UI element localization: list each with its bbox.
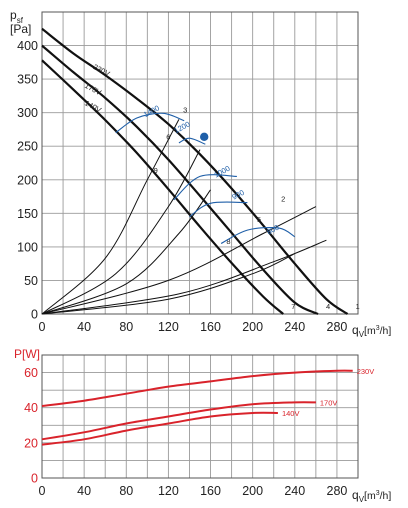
top-plot-frame [41, 11, 359, 315]
top-ytick-label: 200 [17, 173, 38, 187]
bottom-xtick-label: 280 [327, 484, 348, 498]
bottom-xtick-label: 80 [119, 484, 133, 498]
system-curve-2 [41, 206, 317, 315]
top-ytick-label: 0 [31, 308, 38, 322]
top-xtick-label: 200 [242, 320, 263, 334]
top-xtick-label: 160 [200, 320, 221, 334]
top-ytick-label: 150 [17, 207, 38, 221]
series-voltage-label: 230V [92, 62, 112, 78]
bottom-xtick-label: 240 [284, 484, 305, 498]
power-series-140V [41, 411, 278, 446]
speed-line-1200 [178, 137, 206, 145]
bottom-xtick-label: 160 [200, 484, 221, 498]
operating-point-label: 3 [183, 106, 187, 115]
bottom-ytick-label: 40 [24, 401, 38, 415]
top-ytick-label: 400 [17, 39, 38, 53]
top-xtick-label: 80 [119, 320, 133, 334]
bottom-ylabel: P[W] [14, 347, 40, 361]
power-series-230V [41, 369, 353, 407]
top-xtick-label: 240 [284, 320, 305, 334]
bottom-xtick-label: 120 [158, 484, 179, 498]
top-ylabel: psf [10, 8, 24, 25]
power-series-label: 140V [282, 409, 300, 418]
curve-end-label: 7 [291, 302, 295, 311]
bottom-xlabel: qV[m3/h] [352, 488, 391, 504]
top-xtick-label: 280 [327, 320, 348, 334]
speed-label: 1200 [172, 119, 191, 135]
top-grid [41, 11, 359, 315]
operating-point-label: 6 [166, 133, 170, 142]
bottom-xtick-label: 0 [39, 484, 46, 498]
top-xtick-label: 120 [158, 320, 179, 334]
top-ytick-label: 250 [17, 140, 38, 154]
pressure-chart: 0 40 80 120 160 200 240 28005010015020025030035… [17, 11, 360, 334]
operating-point-marker [200, 132, 209, 142]
power-chart: 0 40 80 120 160 200 240 280 0 20 40 60 230V 170V 140V [24, 354, 375, 498]
top-yunit: [Pa] [10, 22, 31, 36]
power-series-label: 230V [357, 367, 375, 376]
bottom-ytick-label: 60 [24, 366, 38, 380]
system-curve-6 [41, 149, 201, 315]
bottom-xtick-label: 200 [242, 484, 263, 498]
top-xtick-label: 0 [39, 320, 46, 334]
pressure-series-230V [41, 27, 349, 315]
operating-point-label: 2 [281, 194, 285, 203]
speed-line-1400 [115, 112, 185, 134]
pressure-series-170V [41, 44, 319, 316]
speed-line-1000 [173, 174, 237, 201]
bottom-ytick-label: 20 [24, 436, 38, 450]
bottom-grid [41, 354, 359, 479]
speed-label: 800 [265, 223, 280, 237]
top-ytick-label: 350 [17, 73, 38, 87]
top-ytick-label: 300 [17, 106, 38, 120]
bottom-plot-frame [41, 354, 359, 479]
speed-line-900 [189, 201, 248, 218]
operating-point-label: 8 [226, 237, 230, 246]
system-curve-5 [41, 239, 327, 315]
top-ytick-label: 100 [17, 240, 38, 254]
top-ytick-label: 50 [24, 274, 38, 288]
curve-end-label: 4 [326, 302, 330, 311]
curve-end-label: 1 [355, 302, 359, 311]
series-voltage-label: 170V [83, 81, 103, 97]
system-curve-3 [41, 119, 180, 315]
operating-point-label: 5 [257, 215, 261, 224]
bottom-xtick-label: 40 [77, 484, 91, 498]
bottom-ytick-label: 0 [31, 472, 38, 486]
series-voltage-label: 140V [83, 98, 103, 114]
power-series-label: 170V [320, 398, 338, 407]
top-xlabel: qV[m3/h] [352, 323, 391, 339]
speed-line-800 [220, 227, 296, 244]
pressure-series-140V [41, 59, 284, 315]
operating-point-label: 9 [154, 166, 158, 175]
system-curve-8 [41, 253, 296, 315]
power-series-170V [41, 401, 316, 441]
top-xtick-label: 40 [77, 320, 91, 334]
